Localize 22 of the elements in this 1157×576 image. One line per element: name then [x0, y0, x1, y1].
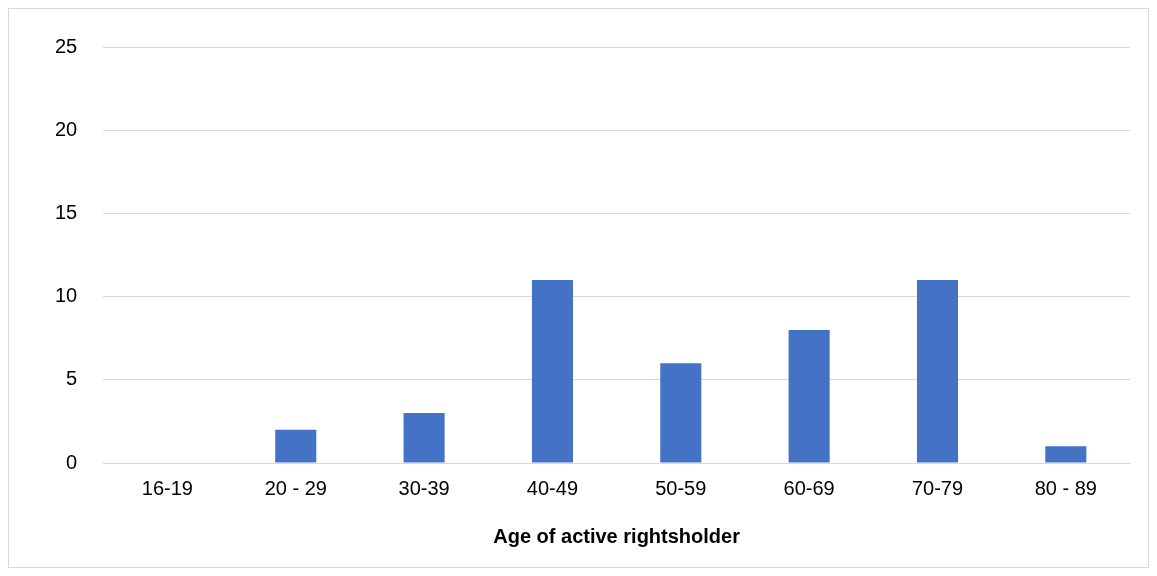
- y-tick-label: 15: [55, 200, 78, 223]
- x-axis-title: Age of active rightsholder: [493, 524, 741, 547]
- bar: [275, 429, 317, 463]
- bar: [788, 329, 830, 463]
- bar: [403, 413, 445, 463]
- bar: [660, 363, 702, 463]
- y-tick-label: 5: [66, 367, 78, 390]
- x-tick-label: 30-39: [398, 476, 450, 499]
- y-tick-label: 20: [55, 117, 78, 140]
- x-tick-label: 40-49: [526, 476, 579, 499]
- bar: [1045, 446, 1087, 463]
- y-tick-label: 10: [55, 284, 78, 307]
- bar: [531, 279, 573, 463]
- x-tick-label: 80 - 89: [1034, 476, 1097, 499]
- x-tick-label: 16-19: [141, 476, 193, 499]
- y-tick-label: 25: [55, 34, 78, 57]
- x-tick-label: 20 - 29: [264, 476, 327, 499]
- x-tick-label: 50-59: [655, 476, 707, 499]
- y-tick-label: 0: [66, 450, 78, 473]
- x-tick-label: 70-79: [911, 476, 964, 499]
- bar: [916, 279, 959, 463]
- x-tick-label: 60-69: [783, 476, 835, 499]
